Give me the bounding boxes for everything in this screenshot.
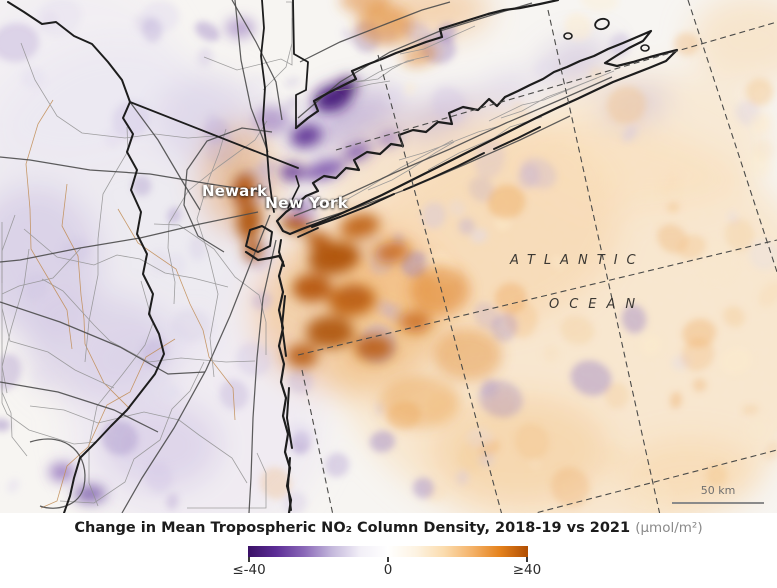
legend-label-zero: 0 [383, 562, 393, 578]
caption-text: Change in Mean Tropospheric NO₂ Column D… [74, 520, 631, 536]
scale-bar-label: 50 km [700, 484, 736, 497]
legend-tick-center [387, 557, 389, 562]
map-label-ocean: OCEAN [549, 297, 646, 312]
map-label-new-york: New York [265, 194, 349, 212]
scale-bar-line [672, 502, 764, 504]
map-canvas: Newark New York ATLANTIC OCEAN 50 km [0, 0, 777, 513]
map-label-atlantic: ATLANTIC [510, 253, 645, 268]
legend: Change in Mean Tropospheric NO₂ Column D… [0, 513, 777, 588]
map-art [0, 0, 777, 513]
legend-label-max: ≥40 [512, 562, 542, 578]
map-label-newark: Newark [202, 182, 268, 200]
legend-tick-right [526, 557, 528, 562]
caption-unit: (μmol/m²) [635, 520, 703, 536]
legend-label-min: ≤-40 [232, 562, 266, 578]
legend-gradient-bar [248, 546, 528, 557]
figure-caption: Change in Mean Tropospheric NO₂ Column D… [0, 520, 777, 536]
legend-tick-left [248, 557, 250, 562]
